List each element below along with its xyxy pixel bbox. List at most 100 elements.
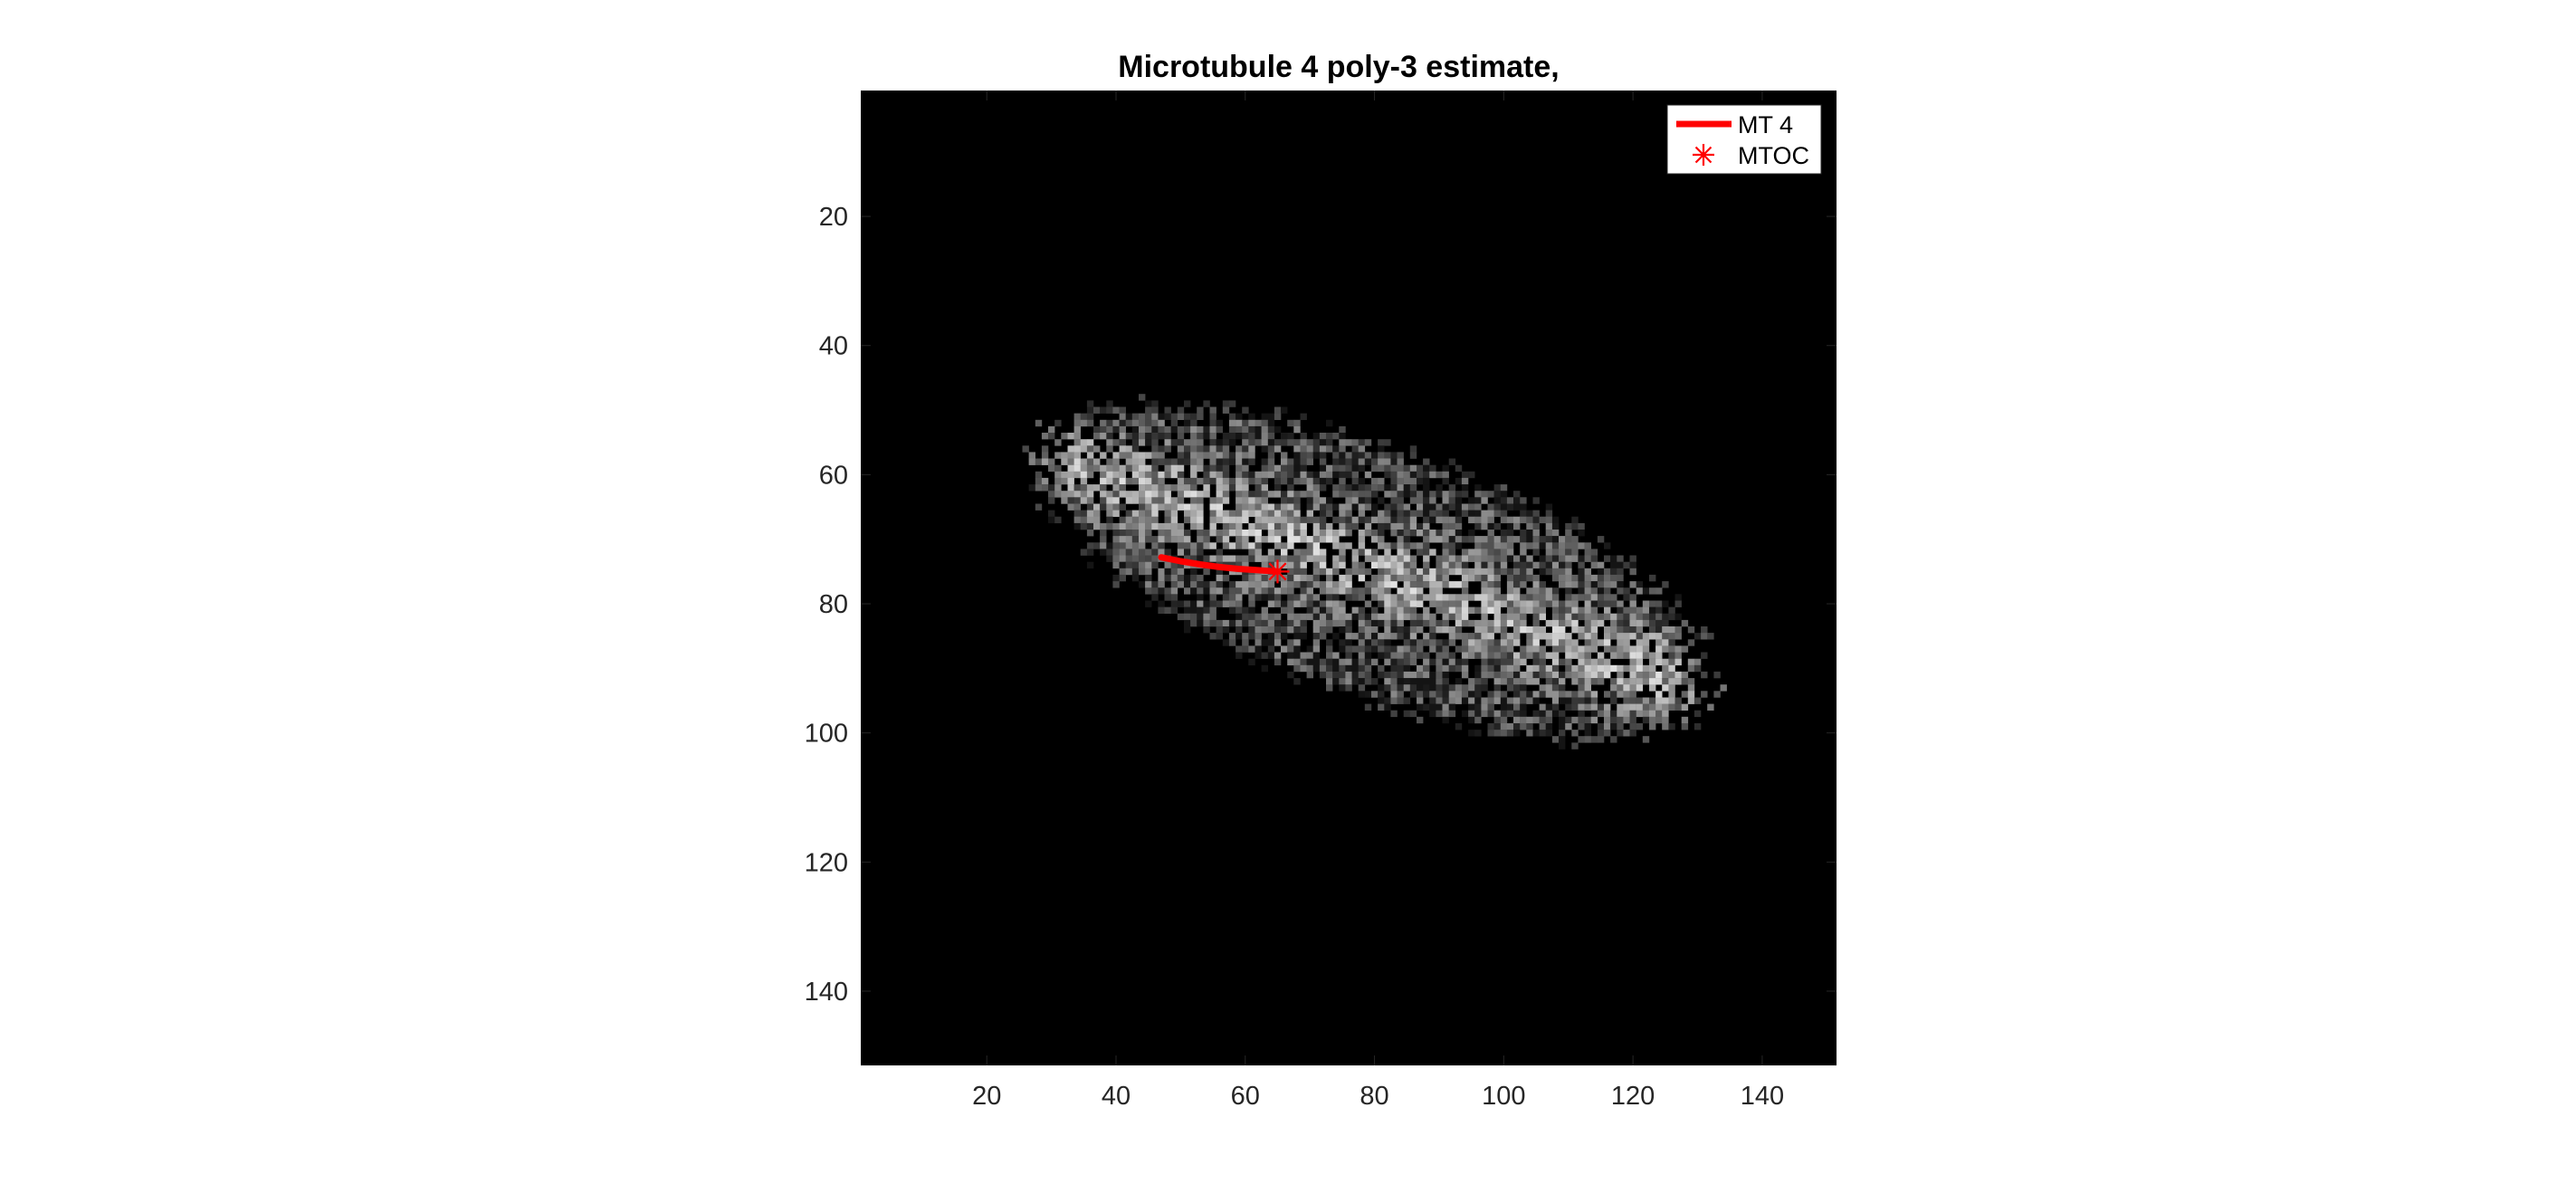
image-pixel — [1448, 542, 1456, 549]
image-pixel — [1397, 671, 1404, 679]
image-pixel — [1384, 619, 1391, 627]
image-pixel — [1532, 678, 1540, 685]
image-pixel — [1048, 425, 1055, 434]
image-pixel — [1151, 491, 1159, 498]
image-pixel — [1151, 561, 1159, 569]
image-pixel — [1267, 639, 1275, 646]
image-pixel — [1487, 606, 1494, 614]
image-pixel — [1236, 606, 1243, 614]
image-pixel — [1080, 497, 1088, 504]
image-pixel — [1551, 678, 1560, 685]
image-pixel — [1312, 613, 1321, 621]
image-pixel — [1423, 536, 1430, 543]
image-pixel — [1571, 574, 1579, 582]
image-pixel — [1281, 497, 1288, 504]
image-pixel — [1145, 574, 1152, 582]
image-pixel — [1371, 549, 1379, 556]
image-pixel — [1442, 516, 1449, 524]
image-pixel — [1306, 664, 1313, 673]
image-pixel — [1649, 658, 1656, 666]
image-pixel — [1203, 587, 1210, 595]
image-pixel — [1255, 497, 1262, 504]
image-pixel — [1417, 594, 1424, 601]
image-pixel — [1487, 658, 1494, 666]
image-pixel — [1461, 594, 1469, 601]
image-pixel — [1242, 419, 1249, 427]
image-pixel — [1423, 613, 1430, 621]
image-pixel — [1197, 406, 1204, 414]
image-pixel — [1590, 639, 1598, 646]
image-pixel — [1493, 716, 1501, 724]
image-pixel — [1545, 522, 1553, 530]
image-pixel — [1300, 433, 1307, 440]
image-pixel — [1242, 536, 1249, 543]
image-pixel — [1287, 433, 1294, 440]
image-pixel — [1267, 510, 1275, 517]
image-pixel — [1371, 530, 1379, 537]
image-pixel — [1274, 477, 1282, 485]
image-pixel — [1345, 464, 1352, 473]
image-pixel — [1319, 587, 1327, 595]
image-pixel — [1442, 619, 1449, 627]
image-pixel — [1300, 619, 1307, 627]
image-pixel — [1093, 510, 1101, 517]
image-pixel — [1551, 542, 1560, 549]
image-pixel — [1668, 697, 1675, 704]
image-pixel — [1578, 723, 1585, 730]
image-pixel — [1228, 458, 1236, 465]
image-pixel — [1559, 710, 1566, 718]
image-pixel — [1442, 671, 1449, 679]
image-pixel — [1597, 581, 1605, 588]
image-pixel — [1506, 516, 1514, 524]
image-pixel — [1073, 452, 1081, 459]
image-pixel — [1545, 633, 1553, 640]
image-pixel — [1184, 477, 1191, 485]
image-pixel — [1184, 606, 1191, 614]
image-pixel — [1222, 542, 1230, 549]
image-pixel — [1197, 549, 1204, 556]
image-pixel — [1429, 568, 1436, 576]
image-pixel — [1481, 536, 1488, 543]
image-pixel — [1526, 542, 1533, 549]
image-pixel — [1293, 445, 1301, 453]
image-pixel — [1170, 458, 1178, 465]
image-pixel — [1513, 652, 1521, 659]
image-pixel — [1487, 723, 1494, 730]
image-pixel — [1455, 477, 1463, 485]
image-pixel — [1170, 568, 1178, 576]
image-pixel — [1145, 425, 1152, 434]
image-pixel — [1151, 477, 1159, 485]
image-pixel — [1526, 561, 1533, 569]
image-pixel — [1584, 633, 1591, 640]
image-pixel — [1461, 568, 1469, 576]
image-pixel — [1371, 503, 1379, 511]
image-pixel — [1526, 510, 1533, 517]
image-pixel — [1106, 516, 1113, 524]
image-pixel — [1197, 536, 1204, 543]
image-pixel — [1617, 671, 1624, 679]
image-pixel — [1655, 658, 1663, 666]
image-pixel — [1267, 645, 1275, 653]
image-pixel — [1559, 730, 1566, 737]
image-pixel — [1597, 587, 1605, 595]
image-pixel — [1236, 471, 1243, 479]
image-pixel — [1578, 658, 1585, 666]
image-pixel — [1474, 568, 1482, 576]
image-pixel — [1197, 464, 1204, 473]
image-pixel — [1028, 458, 1035, 465]
image-pixel — [1584, 652, 1591, 659]
image-pixel — [1281, 542, 1288, 549]
image-pixel — [1532, 542, 1540, 549]
image-pixel — [1209, 613, 1216, 621]
image-pixel — [1236, 522, 1243, 530]
image-pixel — [1461, 658, 1469, 666]
image-pixel — [1209, 542, 1216, 549]
image-pixel — [1242, 439, 1249, 446]
image-pixel — [1319, 433, 1327, 440]
image-pixel — [1590, 658, 1598, 666]
image-pixel — [1629, 626, 1636, 634]
image-pixel — [1448, 503, 1456, 511]
image-pixel — [1545, 703, 1553, 711]
image-pixel — [1073, 439, 1081, 446]
image-pixel — [1571, 664, 1579, 673]
